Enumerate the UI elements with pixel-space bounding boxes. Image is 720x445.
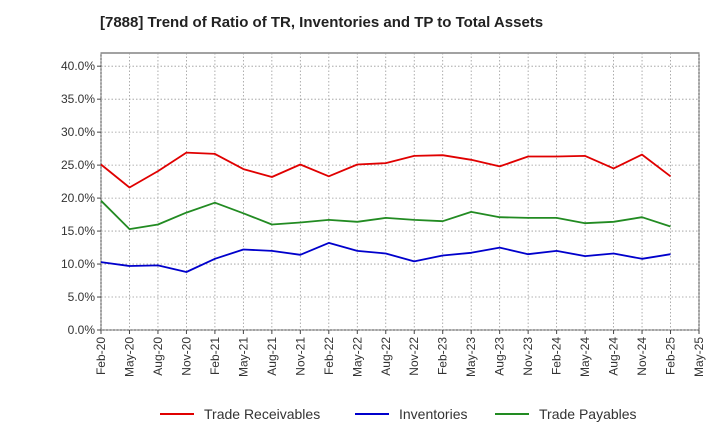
plot-frame (100, 52, 700, 331)
x-tick-label: Aug-20 (151, 337, 165, 376)
chart-title: [7888] Trend of Ratio of TR, Inventories… (100, 14, 544, 31)
x-tick-label: May-22 (350, 337, 364, 377)
legend-label-trade-receivables: Trade Receivables (204, 406, 320, 422)
grid (100, 52, 700, 331)
y-tick-label: 35.0% (61, 92, 95, 106)
y-tick-label: 0.0% (68, 323, 96, 337)
y-tick-label: 20.0% (61, 191, 95, 205)
series-line-trade-payables (100, 200, 671, 231)
x-tick-label: Feb-20 (94, 337, 108, 375)
series-line-inventories (100, 241, 671, 273)
x-tick-label: Feb-25 (664, 337, 678, 375)
x-tick-label: Nov-23 (521, 337, 535, 376)
legend-label-inventories: Inventories (399, 406, 467, 422)
y-tick-label: 40.0% (61, 59, 95, 73)
x-tick-label: May-20 (122, 337, 136, 377)
y-tick-label: 15.0% (61, 224, 95, 238)
legend: Trade Receivables Inventories Trade Payabl… (160, 406, 637, 422)
x-tick-label: Feb-24 (550, 337, 564, 375)
y-tick-label: 5.0% (68, 290, 96, 304)
x-tick-label: Nov-21 (293, 337, 307, 376)
x-tick-label: Feb-23 (436, 337, 450, 375)
y-tick-label: 25.0% (61, 158, 95, 172)
series (100, 151, 672, 273)
legend-label-trade-payables: Trade Payables (539, 406, 637, 422)
x-tick-label: Aug-22 (379, 337, 393, 376)
x-tick-label: Aug-23 (493, 337, 507, 376)
x-tick-label: May-25 (692, 337, 706, 377)
x-tick-label: Nov-24 (635, 337, 649, 376)
x-tick-label: May-21 (236, 337, 250, 377)
x-tick-label: May-24 (578, 337, 592, 377)
x-tick-label: Nov-22 (407, 337, 421, 376)
x-tick-label: Nov-20 (179, 337, 193, 376)
x-tick-label: Feb-21 (208, 337, 222, 375)
series-line-trade-receivables (100, 151, 672, 189)
x-tick-label: Aug-21 (265, 337, 279, 376)
y-tick-label: 10.0% (61, 257, 95, 271)
axes: 0.0% 5.0% 10.0% 15.0% 20.0% 25.0% 30.0% 35.0% 40… (61, 59, 706, 377)
y-tick-label: 30.0% (61, 125, 95, 139)
x-tick-label: May-23 (464, 337, 478, 377)
x-tick-label: Aug-24 (607, 337, 621, 376)
x-tick-label: Feb-22 (322, 337, 336, 375)
